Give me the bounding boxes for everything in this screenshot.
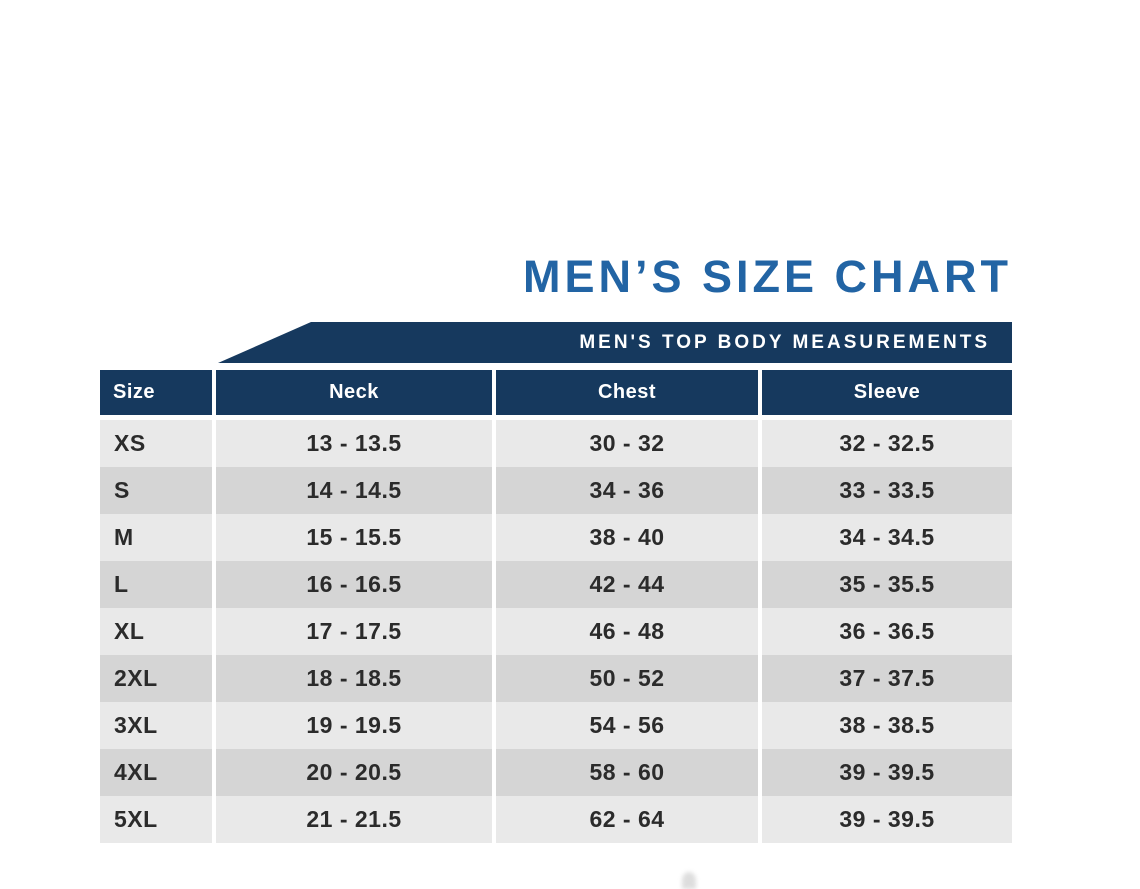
cell-size: XS xyxy=(100,420,212,467)
table-row: 3XL 19 - 19.5 54 - 56 38 - 38.5 xyxy=(100,702,1012,749)
cell-chest: 34 - 36 xyxy=(496,467,758,514)
table-row: M 15 - 15.5 38 - 40 34 - 34.5 xyxy=(100,514,1012,561)
cell-sleeve: 34 - 34.5 xyxy=(762,514,1012,561)
header-chest: Chest xyxy=(496,370,758,415)
cell-size: S xyxy=(100,467,212,514)
cell-chest: 54 - 56 xyxy=(496,702,758,749)
table-row: S 14 - 14.5 34 - 36 33 - 33.5 xyxy=(100,467,1012,514)
cell-neck: 14 - 14.5 xyxy=(216,467,492,514)
cell-neck: 17 - 17.5 xyxy=(216,608,492,655)
cell-neck: 15 - 15.5 xyxy=(216,514,492,561)
cell-chest: 30 - 32 xyxy=(496,420,758,467)
cell-chest: 58 - 60 xyxy=(496,749,758,796)
header-size: Size xyxy=(100,370,212,415)
page-title: MEN’S SIZE CHART xyxy=(522,251,1012,302)
table-header-row: Size Neck Chest Sleeve xyxy=(100,370,1012,415)
cell-sleeve: 33 - 33.5 xyxy=(762,467,1012,514)
cell-size: 5XL xyxy=(100,796,212,843)
table-row: 5XL 21 - 21.5 62 - 64 39 - 39.5 xyxy=(100,796,1012,843)
cell-sleeve: 39 - 39.5 xyxy=(762,749,1012,796)
cell-sleeve: 38 - 38.5 xyxy=(762,702,1012,749)
cell-chest: 42 - 44 xyxy=(496,561,758,608)
table-body: XS 13 - 13.5 30 - 32 32 - 32.5 S 14 - 14… xyxy=(100,420,1012,843)
cell-neck: 16 - 16.5 xyxy=(216,561,492,608)
header-sleeve: Sleeve xyxy=(762,370,1012,415)
cell-neck: 19 - 19.5 xyxy=(216,702,492,749)
cell-size: L xyxy=(100,561,212,608)
measurements-banner: MEN'S TOP BODY MEASUREMENTS xyxy=(218,322,1012,363)
cell-neck: 20 - 20.5 xyxy=(216,749,492,796)
cell-size: M xyxy=(100,514,212,561)
cell-size: XL xyxy=(100,608,212,655)
cell-neck: 21 - 21.5 xyxy=(216,796,492,843)
cell-size: 3XL xyxy=(100,702,212,749)
table-row: 2XL 18 - 18.5 50 - 52 37 - 37.5 xyxy=(100,655,1012,702)
cell-chest: 38 - 40 xyxy=(496,514,758,561)
cell-chest: 62 - 64 xyxy=(496,796,758,843)
cell-sleeve: 39 - 39.5 xyxy=(762,796,1012,843)
header-neck: Neck xyxy=(216,370,492,415)
banner-label: MEN'S TOP BODY MEASUREMENTS xyxy=(579,331,990,353)
table-row: 4XL 20 - 20.5 58 - 60 39 - 39.5 xyxy=(100,749,1012,796)
cell-sleeve: 32 - 32.5 xyxy=(762,420,1012,467)
cell-size: 4XL xyxy=(100,749,212,796)
cell-chest: 46 - 48 xyxy=(496,608,758,655)
size-table: Size Neck Chest Sleeve XS 13 - 13.5 30 -… xyxy=(100,370,1012,843)
cell-sleeve: 35 - 35.5 xyxy=(762,561,1012,608)
table-row: L 16 - 16.5 42 - 44 35 - 35.5 xyxy=(100,561,1012,608)
table-row: XS 13 - 13.5 30 - 32 32 - 32.5 xyxy=(100,420,1012,467)
table-row: XL 17 - 17.5 46 - 48 36 - 36.5 xyxy=(100,608,1012,655)
cell-sleeve: 37 - 37.5 xyxy=(762,655,1012,702)
cell-neck: 18 - 18.5 xyxy=(216,655,492,702)
cell-sleeve: 36 - 36.5 xyxy=(762,608,1012,655)
cell-chest: 50 - 52 xyxy=(496,655,758,702)
cell-size: 2XL xyxy=(100,655,212,702)
cell-neck: 13 - 13.5 xyxy=(216,420,492,467)
cropped-edge-artifact xyxy=(682,872,696,889)
